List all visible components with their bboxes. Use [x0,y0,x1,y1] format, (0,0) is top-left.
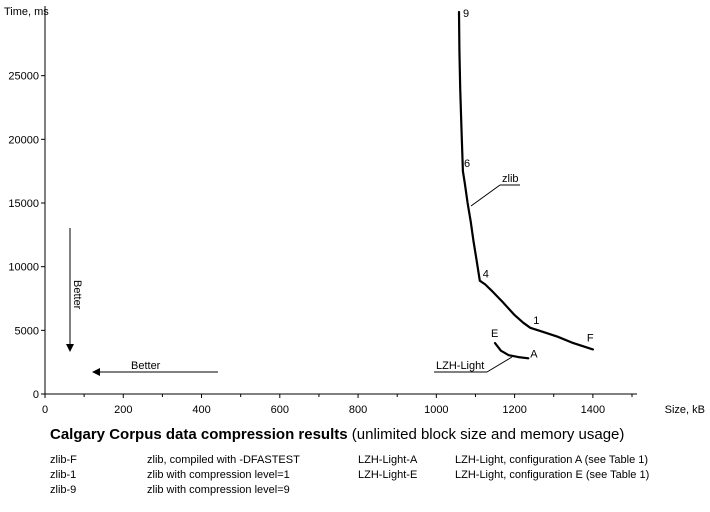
legend-key-lzh-light-e: LZH-Light-E [358,469,418,481]
legend-desc-zlib-f: zlib, compiled with -DFASTEST [147,454,300,466]
x-axis-label: Size, kB [665,404,705,416]
better-arrowhead-down [66,344,74,352]
y-tick-label-15000: 15000 [8,198,39,210]
series-line-lzh-light [493,342,530,360]
legend-desc-zlib-1: zlib with compression level=1 [147,469,290,481]
y-tick-label-25000: 25000 [8,71,39,83]
x-tick-label-1000: 1000 [424,404,448,416]
axes [44,6,637,395]
legend-desc-lzh-light-e: LZH-Light, configuration E (see Table 1) [455,469,650,481]
callout-leader-zlib [470,184,501,207]
legend-key-zlib-f: zlib-F [50,454,77,466]
series-label-zlib: zlib [502,173,519,185]
x-tick-label-1200: 1200 [502,404,526,416]
y-axis-label: Time, ms [4,6,49,18]
point-label-1: 1 [533,315,539,327]
point-label-4: 4 [483,269,489,281]
y-tick-label-20000: 20000 [8,134,39,146]
series-layer [457,10,595,360]
chart-caption: Calgary Corpus data compression results … [50,426,624,444]
chart-canvas: 0 200 400 600 800 1000 1200 1400 0 5000 10000 15000… [4,6,705,416]
y-tick-label-10000: 10000 [8,262,39,274]
point-label-6: 6 [464,158,470,170]
x-tick-label-400: 400 [192,404,210,416]
x-tick-label-600: 600 [271,404,289,416]
series-label-lzh-light: LZH-Light [436,360,484,372]
x-tick-label-0: 0 [42,404,48,416]
legend-desc-zlib-9: zlib with compression level=9 [147,484,290,496]
legend-key-lzh-light-a: LZH-Light-A [358,454,418,466]
legend-desc-lzh-light-a: LZH-Light, configuration A (see Table 1) [455,454,649,466]
caption-subtitle: (unlimited block size and memory usage) [347,426,625,443]
x-tick-label-200: 200 [114,404,132,416]
caption-title: Calgary Corpus data compression results [50,426,348,443]
point-label-e: E [491,328,498,340]
callout-leader-lzh-light [486,356,513,373]
better-arrowhead-left [92,368,100,376]
better-label-vertical: Better [71,280,83,310]
point-label-f: F [587,332,594,344]
point-label-9: 9 [463,8,469,20]
y-tick-label-5000: 5000 [15,325,39,337]
x-tick-label-1400: 1400 [581,404,605,416]
series-line-zlib [457,10,595,351]
legend-key-zlib-1: zlib-1 [50,469,77,481]
x-tick-label-800: 800 [349,404,367,416]
point-label-a: A [530,348,538,360]
annotations: Better Better [66,228,218,376]
tick-marks: 0 200 400 600 800 1000 1200 1400 0 5000 10000 15000… [4,6,705,416]
y-tick-label-0: 0 [33,389,39,401]
legend-key-zlib-9: zlib-9 [50,484,77,496]
better-label-horizontal: Better [131,360,161,372]
